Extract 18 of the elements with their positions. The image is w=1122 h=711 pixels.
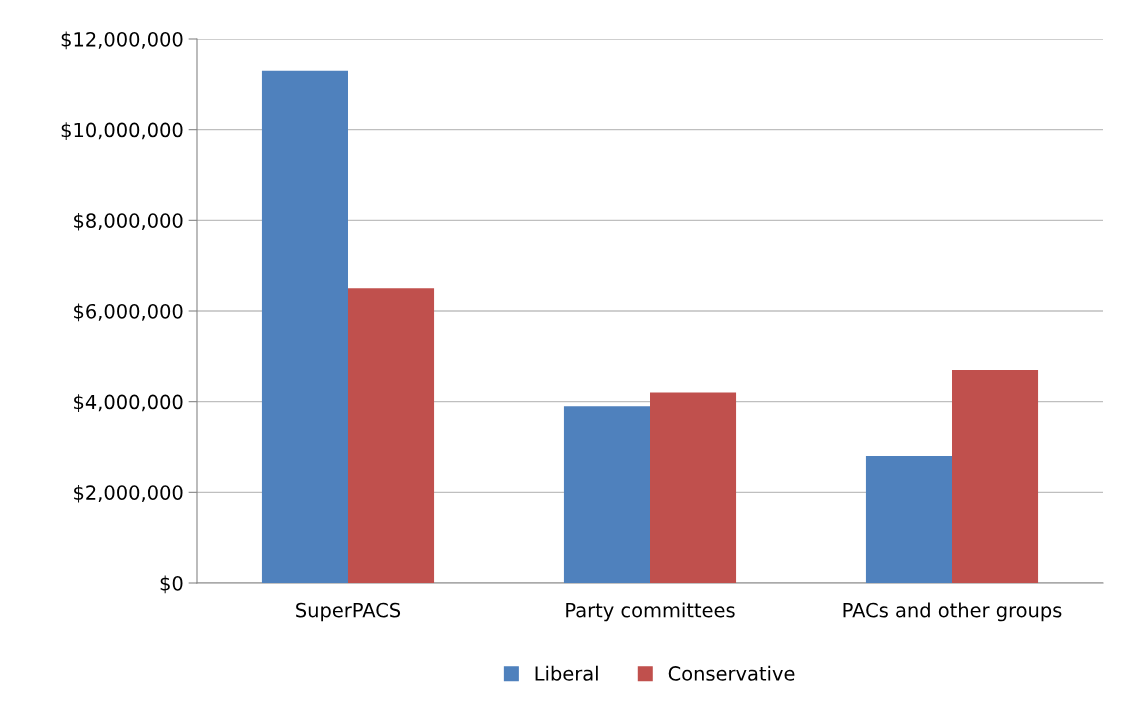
bar: [348, 288, 435, 583]
bar: [865, 456, 952, 583]
y-tick-label: $8,000,000: [74, 212, 183, 231]
y-tick-label: $6,000,000: [74, 303, 183, 322]
y-tick-label: $4,000,000: [74, 394, 183, 412]
x-tick-label: Party committees: [566, 602, 735, 622]
bar: [563, 406, 650, 583]
bar: [261, 70, 348, 583]
y-tick-label: $10,000,000: [61, 122, 183, 140]
y-tick-label: $2,000,000: [74, 484, 183, 503]
x-tick-label: SuperPACS: [296, 602, 401, 622]
x-tick-label: PACs and other groups: [843, 602, 1062, 622]
y-tick-label: $0: [160, 575, 183, 594]
y-tick-label: $12,000,000: [61, 31, 183, 50]
legend-label: Conservative: [668, 665, 795, 681]
bar: [650, 392, 737, 583]
bar: [952, 369, 1039, 583]
legend-label: Liberal: [535, 665, 598, 681]
